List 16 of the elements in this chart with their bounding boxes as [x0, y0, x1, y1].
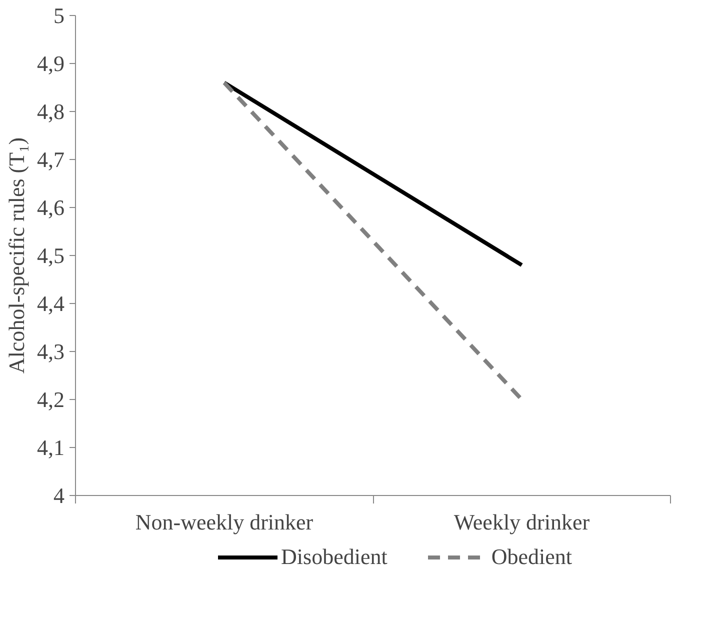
y-tick-label: 4,3 [37, 339, 64, 364]
y-tick-label: 4,7 [37, 147, 64, 172]
y-tick-label: 4,6 [37, 195, 64, 220]
y-tick-label: 4,8 [37, 99, 64, 124]
y-tick-label: 4 [54, 483, 64, 508]
legend-label: Obedient [491, 544, 572, 570]
y-tick-label: 4,1 [37, 435, 64, 460]
y-axis-title: Alcohol-specific rules (T₁) [4, 137, 29, 374]
y-tick-label: 4,9 [37, 51, 64, 76]
y-tick-label: 5 [54, 3, 64, 28]
y-tick-label: 4,5 [37, 243, 64, 268]
x-tick-label: Weekly drinker [454, 510, 590, 534]
legend-label: Disobedient [281, 544, 388, 570]
y-tick-label: 4,2 [37, 387, 64, 412]
x-tick-label: Non-weekly drinker [135, 510, 314, 534]
y-tick-label: 4,4 [37, 291, 64, 316]
